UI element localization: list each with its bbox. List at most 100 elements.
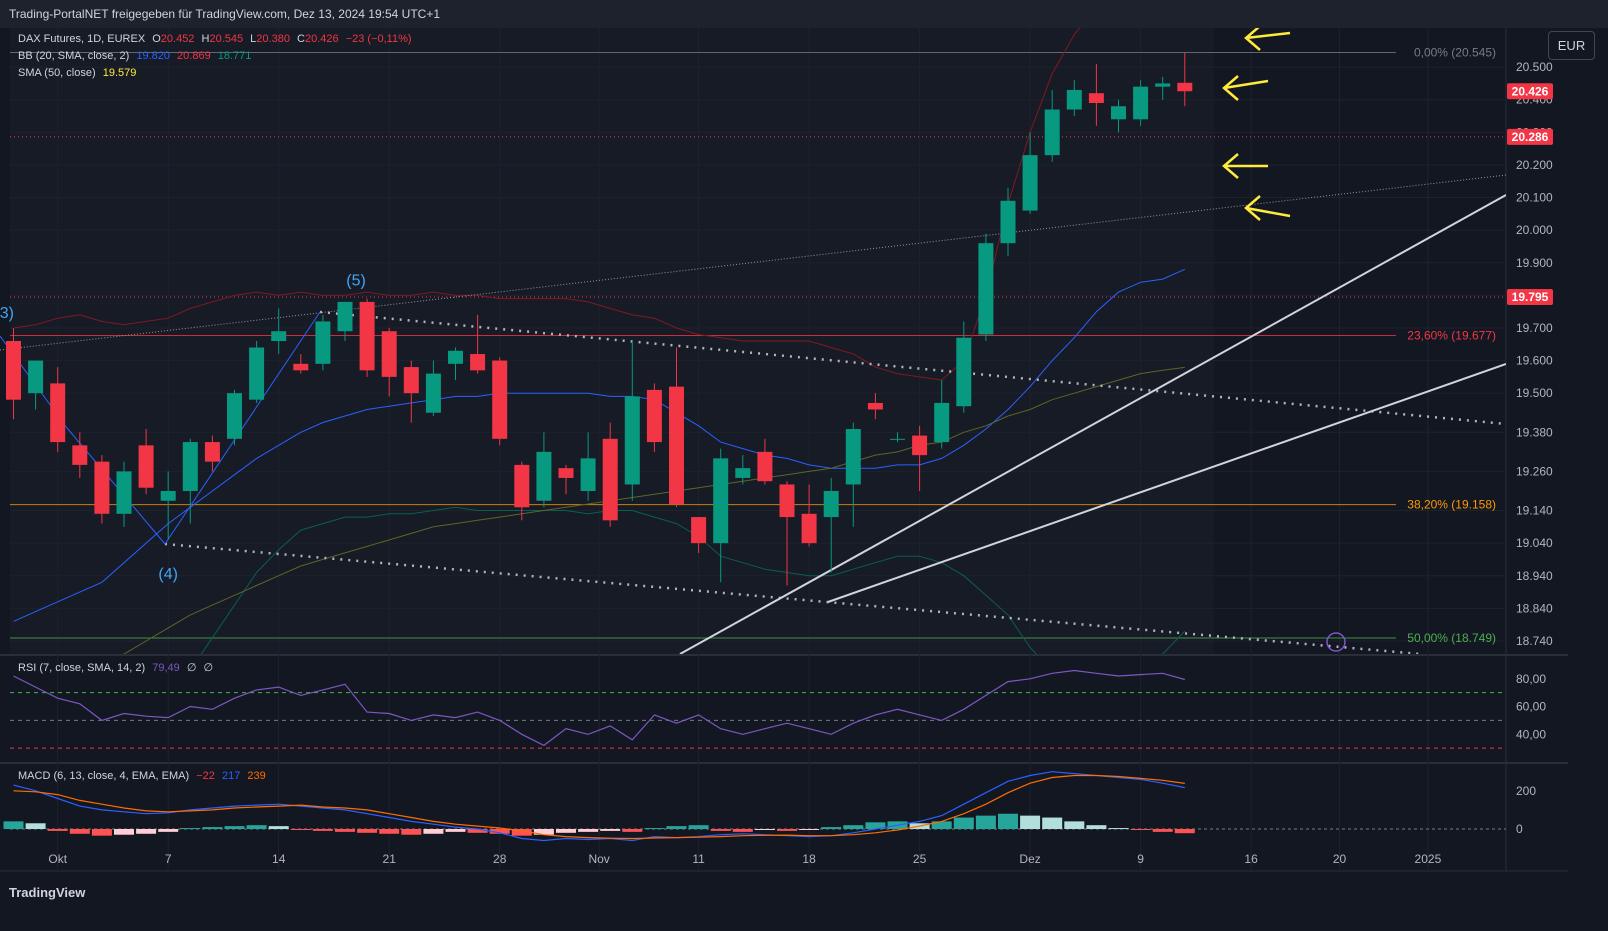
x-tick-label: 2025 — [1415, 852, 1442, 866]
candle-body — [823, 490, 839, 518]
x-tick-label: 9 — [1137, 852, 1144, 866]
candle-body — [845, 429, 861, 485]
legend-macd: MACD (6, 13, close, 4, EMA, EMA) −22 217… — [18, 769, 270, 783]
rsi-tick-label: 80,00 — [1516, 672, 1546, 686]
candle-body — [72, 445, 88, 465]
candle-body — [492, 360, 508, 439]
candle-body — [757, 451, 773, 482]
y-tick-label: 19.140 — [1516, 504, 1553, 518]
candle-body — [514, 464, 530, 508]
trendline-resistance-dotted — [319, 310, 1506, 426]
candle-body — [403, 367, 419, 394]
chart-area[interactable]: 20.50020.40020.30020.20020.10020.00019.9… — [0, 28, 1568, 908]
trendline-steep — [679, 194, 1506, 654]
macd-hist-bar — [114, 829, 134, 835]
macd-hist-bar — [843, 825, 864, 829]
candle-body — [580, 458, 596, 491]
main-plot — [0, 28, 1506, 654]
y-tick-label: 19.900 — [1516, 256, 1553, 270]
legend-bb-name: BB (20, SMA, close, 2) — [18, 50, 130, 62]
macd-hist-bar — [268, 826, 289, 829]
macd-hist-bar — [1064, 821, 1085, 829]
candle-body — [271, 331, 287, 341]
candle-body — [646, 389, 662, 443]
candle-body — [1088, 93, 1104, 103]
candle-body — [94, 461, 110, 514]
legend-open: O20.452 — [152, 33, 195, 45]
macd-hist-bar — [799, 829, 820, 830]
macd-hist-bar — [975, 815, 996, 829]
x-tick-label: 25 — [913, 852, 927, 866]
fib-level-label: 0,00% (20.545) — [1414, 45, 1496, 59]
rsi-tick-label: 60,00 — [1516, 700, 1546, 714]
macd-hist-bar — [202, 827, 223, 829]
macd-hist-bar — [1042, 817, 1063, 829]
fib-level-label: 23,60% (19.677) — [1407, 328, 1496, 342]
candle-body — [1022, 155, 1038, 211]
x-tick-label: 21 — [383, 852, 397, 866]
macd-hist-bar — [1174, 829, 1195, 834]
macd-hist-bar — [1108, 828, 1129, 830]
candle-body — [227, 393, 242, 439]
wave-line-3 — [164, 311, 321, 545]
candle-body — [624, 396, 640, 485]
y-tick-label: 20.500 — [1516, 60, 1553, 74]
candle-body — [470, 354, 486, 371]
wave-label: (4) — [158, 566, 178, 583]
macd-hist-bar — [865, 822, 886, 829]
legend-high: H20.545 — [201, 33, 244, 45]
legend-macd-name: MACD (6, 13, close, 4, EMA, EMA) — [18, 770, 190, 782]
candle-body — [890, 438, 905, 440]
legend-sma: SMA (50, close) 19.579 — [18, 66, 140, 80]
y-tick-label: 19.600 — [1516, 354, 1553, 368]
macd-tick-label: 200 — [1516, 784, 1536, 798]
x-tick-label: 28 — [493, 852, 507, 866]
arrow-annotation — [1222, 75, 1269, 101]
price-tag-label: 19.795 — [1512, 290, 1549, 304]
macd-hist-bar — [423, 829, 444, 834]
macd-hist-bar — [401, 829, 422, 835]
candle-body — [1044, 109, 1060, 156]
candle-body — [249, 347, 265, 400]
candle-body — [602, 438, 618, 521]
legend-main: DAX Futures, 1D, EUREX O20.452 H20.545 L… — [18, 32, 416, 46]
trendline-support-dotted — [164, 542, 1421, 654]
fib-level-label: 38,20% (19.158) — [1407, 498, 1496, 512]
candle-body — [669, 386, 684, 505]
bb-lower-line — [200, 506, 1186, 654]
legend-rsi-extra2: ∅ — [203, 662, 214, 674]
fib-level-label: 50,00% (18.749) — [1407, 631, 1496, 645]
tradingview-logo: TradingView — [9, 885, 85, 900]
candle-body — [425, 373, 441, 413]
candle-body — [337, 301, 353, 332]
macd-hist-bar — [335, 829, 355, 832]
legend-bb-upper: 20.869 — [177, 50, 211, 62]
candle-body — [912, 435, 928, 456]
y-tick-label: 20.100 — [1516, 191, 1553, 205]
macd-hist-bar — [69, 829, 90, 834]
x-tick-label: 11 — [692, 852, 705, 866]
candle-body — [1111, 106, 1126, 120]
macd-hist-bar — [312, 829, 333, 831]
candle-body — [28, 360, 44, 394]
legend-bb: BB (20, SMA, close, 2) 19.820 20.869 18.… — [18, 49, 255, 63]
price-tag-bg — [1507, 288, 1553, 305]
price-tag-bg — [1507, 83, 1553, 100]
arrow-annotation — [1244, 28, 1291, 51]
y-tick-label: 18.740 — [1516, 634, 1553, 648]
macd-hist-bar — [357, 829, 378, 833]
macd-hist-bar — [931, 821, 952, 829]
arrow-annotation — [1244, 195, 1291, 221]
candle-body — [50, 383, 66, 443]
rsi-tick-label: 40,00 — [1516, 727, 1546, 741]
macd-hist-bar — [180, 828, 201, 830]
legend-rsi: RSI (7, close, SMA, 14, 2) 79,49 ∅ ∅ — [18, 661, 217, 675]
legend-low: L20.380 — [250, 33, 290, 45]
candle-body — [116, 471, 132, 514]
y-tick-label: 19.700 — [1516, 321, 1553, 335]
currency-button[interactable]: EUR — [1548, 31, 1595, 60]
candle-body — [1000, 200, 1016, 244]
candle-body — [6, 341, 21, 400]
y-tick-label: 18.940 — [1516, 569, 1553, 583]
macd-hist-bar — [136, 829, 157, 834]
